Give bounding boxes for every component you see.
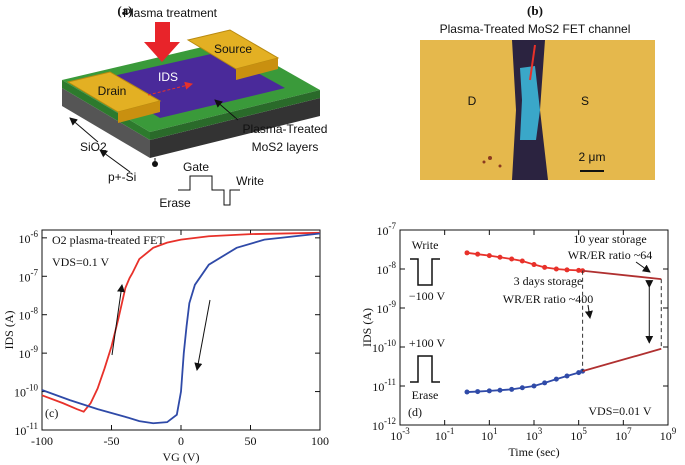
y-tick-label: 10-11 xyxy=(372,377,396,394)
data-point xyxy=(464,389,470,395)
x-tick-label: 10-1 xyxy=(435,426,455,443)
y-tick-label: 10-6 xyxy=(19,229,39,246)
micrograph xyxy=(420,40,655,180)
device-schematic xyxy=(62,22,320,206)
data-point xyxy=(531,262,537,268)
data-point xyxy=(576,267,582,273)
annotation: O2 plasma-treated FET xyxy=(52,233,165,247)
data-point xyxy=(542,264,548,270)
x-tick-label: 103 xyxy=(526,426,543,443)
panel-label: (b) xyxy=(527,3,543,18)
x-tick-label: 101 xyxy=(481,426,498,443)
y-tick-label: 10-8 xyxy=(377,260,397,277)
annotation: WR/ER ratio ~400 xyxy=(503,292,593,306)
data-point xyxy=(475,251,481,257)
y-tick-label: 10-9 xyxy=(19,344,39,361)
label: Drain xyxy=(98,84,127,98)
panel-label: (c) xyxy=(45,406,58,420)
label: Gate xyxy=(183,160,209,174)
label: Plasma-Treated MoS2 FET channel xyxy=(440,22,631,36)
annotation: VDS=0.01 V xyxy=(588,404,652,418)
y-tick-label: 10-7 xyxy=(19,267,39,284)
data-point xyxy=(486,253,492,259)
sweep-arrow xyxy=(194,299,211,371)
series-line xyxy=(41,231,321,413)
label: 2 μm xyxy=(579,150,606,164)
panel-label: (d) xyxy=(408,405,422,419)
y-tick-label: 10-9 xyxy=(377,299,397,316)
data-point xyxy=(497,254,503,260)
data-point xyxy=(553,266,559,272)
data-point xyxy=(509,256,515,262)
annotation: −100 V xyxy=(409,289,446,303)
x-tick-label: -100 xyxy=(31,434,53,448)
label: IDS xyxy=(158,70,178,84)
data-point xyxy=(486,388,492,394)
data-point xyxy=(497,387,503,393)
series-line xyxy=(582,347,662,373)
data-point xyxy=(531,383,537,389)
x-tick-label: 105 xyxy=(570,426,587,443)
label: Erase xyxy=(159,196,191,210)
label: D xyxy=(468,94,477,108)
data-point xyxy=(519,385,525,391)
y-axis-label: IDS (A) xyxy=(360,308,374,347)
data-point xyxy=(509,386,515,392)
x-tick-label: 100 xyxy=(311,434,329,448)
pointer xyxy=(635,261,651,273)
data-point xyxy=(564,373,570,379)
data-point xyxy=(564,267,570,273)
label: Plasma-Treated xyxy=(243,122,328,136)
annotation: VDS=0.1 V xyxy=(52,255,110,269)
label: S xyxy=(581,94,589,108)
label: Source xyxy=(214,42,252,56)
annotation: 3 days storage xyxy=(514,274,583,288)
pointer xyxy=(584,304,593,319)
x-tick-label: 107 xyxy=(615,426,632,443)
x-axis-label: VG (V) xyxy=(163,450,200,464)
data-point xyxy=(542,380,548,386)
y-tick-label: 10-8 xyxy=(19,306,39,323)
annotation: +100 V xyxy=(409,336,446,350)
series-line xyxy=(41,232,321,425)
label: MoS2 layers xyxy=(252,140,319,154)
y-tick-label: 10-10 xyxy=(372,338,396,355)
panel-label: (a) xyxy=(117,3,132,18)
annotation: Erase xyxy=(412,388,439,402)
label: p+-Si xyxy=(108,170,136,184)
x-tick-label: 10-3 xyxy=(390,426,410,443)
data-point xyxy=(464,250,470,256)
label: SiO2 xyxy=(80,140,107,154)
annotation: 10 year storage xyxy=(573,232,646,246)
x-tick-label: 109 xyxy=(660,426,677,443)
annotation: Write xyxy=(412,238,439,252)
annotation: WR/ER ratio ~64 xyxy=(568,248,652,262)
x-tick-label: -50 xyxy=(104,434,120,448)
y-tick-label: 10-7 xyxy=(377,221,397,238)
y-tick-label: 10-10 xyxy=(14,383,38,400)
data-point xyxy=(519,258,525,264)
sweep-arrow xyxy=(111,284,125,356)
x-tick-label: 50 xyxy=(245,434,257,448)
data-point xyxy=(553,376,559,382)
x-axis-label: Time (sec) xyxy=(508,445,559,459)
y-axis-label: IDS (A) xyxy=(2,311,16,350)
data-point xyxy=(475,389,481,395)
series-line xyxy=(582,269,662,281)
label: Plasma treatment xyxy=(123,6,218,20)
waveform xyxy=(410,355,440,383)
x-tick-label: 0 xyxy=(178,434,184,448)
y-tick-label: 10-11 xyxy=(14,421,38,438)
data-point xyxy=(576,370,582,376)
waveform xyxy=(410,258,440,286)
y-tick-label: 10-12 xyxy=(372,416,396,433)
label: Write xyxy=(236,174,264,188)
